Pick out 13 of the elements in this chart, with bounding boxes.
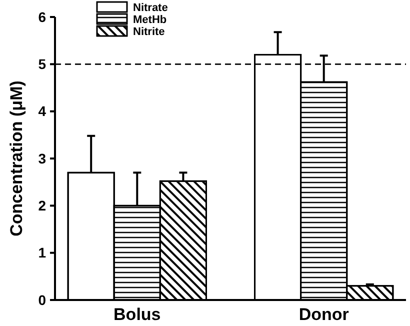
y-axis-title: Concentration (μM): [7, 80, 26, 236]
y-tick-label: 3: [38, 150, 46, 166]
y-tick-label: 5: [38, 56, 46, 72]
y-tick-label: 4: [38, 103, 46, 120]
x-tick-label: Bolus: [114, 305, 161, 324]
legend-label: MetHb: [133, 14, 167, 26]
legend-label: Nitrite: [133, 26, 165, 38]
y-tick-label: 6: [38, 8, 46, 25]
y-tick-label: 2: [38, 198, 46, 214]
y-tick-label: 0: [38, 292, 46, 308]
y-tick-label: 1: [38, 244, 46, 261]
x-tick-label: Donor: [298, 305, 350, 324]
legend-label: Nitrate: [133, 2, 168, 14]
